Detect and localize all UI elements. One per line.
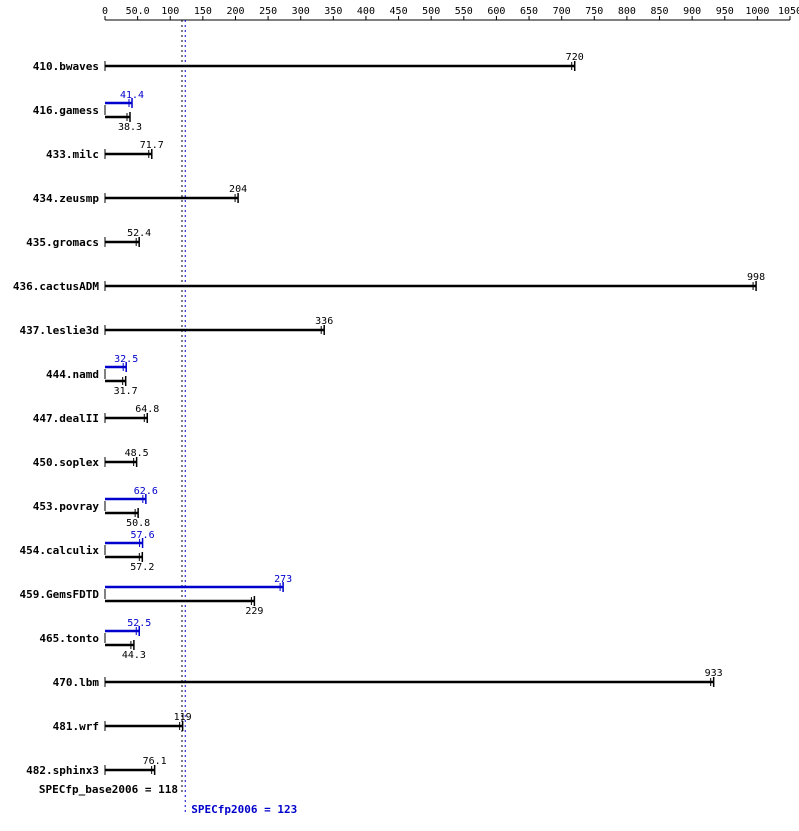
benchmark-label: 482.sphinx3 xyxy=(26,764,99,777)
axis-tick-label: 250 xyxy=(259,6,277,17)
benchmark-label: 465.tonto xyxy=(39,632,99,645)
axis-tick-label: 50.0 xyxy=(126,6,150,17)
base-value-label: 998 xyxy=(747,272,765,283)
peak-ref-label: SPECfp2006 = 123 xyxy=(191,803,297,816)
benchmark-label: 481.wrf xyxy=(53,720,99,733)
benchmark-label: 410.bwaves xyxy=(33,60,99,73)
peak-value-label: 41.4 xyxy=(120,90,144,101)
benchmark-label: 450.soplex xyxy=(33,456,100,469)
benchmark-label: 459.GemsFDTD xyxy=(20,588,100,601)
axis-tick-label: 450 xyxy=(390,6,408,17)
axis-tick-label: 950 xyxy=(716,6,734,17)
axis-tick-label: 550 xyxy=(455,6,473,17)
axis-tick-label: 300 xyxy=(292,6,310,17)
axis-tick-label: 700 xyxy=(553,6,571,17)
axis-tick-label: 100 xyxy=(161,6,179,17)
benchmark-label: 444.namd xyxy=(46,368,99,381)
axis-tick-label: 600 xyxy=(487,6,505,17)
axis-tick-label: 1000 xyxy=(745,6,769,17)
benchmark-label: 454.calculix xyxy=(20,544,100,557)
peak-value-label: 57.6 xyxy=(131,530,155,541)
axis-tick-label: 200 xyxy=(226,6,244,17)
axis-tick-label: 900 xyxy=(683,6,701,17)
base-value-label: 76.1 xyxy=(143,756,167,767)
base-value-label: 31.7 xyxy=(114,386,138,397)
axis-tick-label: 650 xyxy=(520,6,538,17)
base-value-label: 38.3 xyxy=(118,122,142,133)
base-value-label: 720 xyxy=(566,52,584,63)
peak-value-label: 62.6 xyxy=(134,486,158,497)
base-ref-label: SPECfp_base2006 = 118 xyxy=(39,783,178,796)
base-value-label: 64.8 xyxy=(135,404,159,415)
benchmark-label: 453.povray xyxy=(33,500,100,513)
benchmark-label: 416.gamess xyxy=(33,104,99,117)
base-value-label: 71.7 xyxy=(140,140,164,151)
base-value-label: 933 xyxy=(705,668,723,679)
axis-tick-label: 400 xyxy=(357,6,375,17)
peak-value-label: 52.5 xyxy=(127,618,151,629)
base-value-label: 48.5 xyxy=(125,448,149,459)
axis-tick-label: 800 xyxy=(618,6,636,17)
axis-tick-label: 750 xyxy=(585,6,603,17)
benchmark-label: 433.milc xyxy=(46,148,99,161)
axis-tick-label: 500 xyxy=(422,6,440,17)
base-value-label: 52.4 xyxy=(127,228,151,239)
peak-value-label: 273 xyxy=(274,574,292,585)
base-value-label: 336 xyxy=(315,316,333,327)
base-value-label: 119 xyxy=(174,712,192,723)
benchmark-label: 447.dealII xyxy=(33,412,99,425)
spec-chart: 0 50.0 100 150 200 250 300 350 400 450 500 550 600 65… xyxy=(0,0,799,831)
benchmark-label: 470.lbm xyxy=(53,676,100,689)
base-value-label: 57.2 xyxy=(130,562,154,573)
axis-tick-label: 1050 xyxy=(778,6,799,17)
base-value-label: 50.8 xyxy=(126,518,150,529)
peak-value-label: 32.5 xyxy=(114,354,138,365)
axis-tick-label: 850 xyxy=(650,6,668,17)
benchmark-label: 434.zeusmp xyxy=(33,192,100,205)
axis-tick-label: 350 xyxy=(324,6,342,17)
base-value-label: 204 xyxy=(229,184,247,195)
benchmark-label: 435.gromacs xyxy=(26,236,99,249)
axis-tick-label: 150 xyxy=(194,6,212,17)
axis-tick-label: 0 xyxy=(102,6,108,17)
base-value-label: 229 xyxy=(245,606,263,617)
benchmark-label: 436.cactusADM xyxy=(13,280,99,293)
base-value-label: 44.3 xyxy=(122,650,146,661)
benchmark-label: 437.leslie3d xyxy=(20,324,99,337)
